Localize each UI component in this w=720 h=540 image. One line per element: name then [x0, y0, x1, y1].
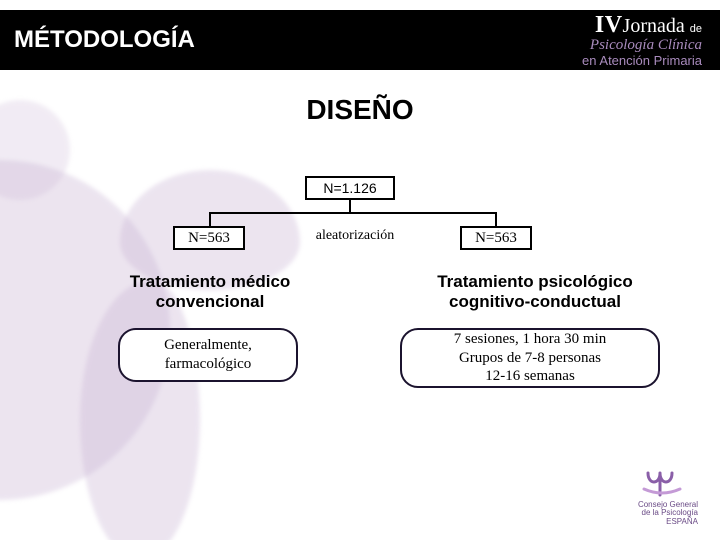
right-bubble-l3: 12-16 semanas [485, 367, 575, 386]
left-arm-title-l1: Tratamiento médico [130, 272, 291, 291]
node-randomization: aleatorización [300, 228, 410, 244]
left-bubble-l2: farmacológico [165, 355, 252, 374]
content-area: DISEÑO N=1.126 N=563 aleatorización N=56… [0, 80, 720, 500]
left-arm-title: Tratamiento médico convencional [95, 272, 325, 313]
node-left-n: N=563 [173, 226, 245, 250]
event-logo-line1: IVJornada de [595, 13, 702, 38]
psi-icon [638, 467, 686, 499]
slide-root: MÉTODOLOGÍA IVJornada de Psicología Clín… [0, 0, 720, 540]
right-bubble: 7 sesiones, 1 hora 30 min Grupos de 7-8 … [400, 328, 660, 388]
left-arm-title-l2: convencional [156, 292, 265, 311]
section-title: DISEÑO [0, 94, 720, 126]
footer-logo: Consejo General de la Psicología ESPAÑA [638, 467, 698, 526]
right-arm-title-l1: Tratamiento psicológico [437, 272, 633, 291]
left-bubble-l1: Generalmente, [164, 336, 252, 355]
header-title: MÉTODOLOGÍA [14, 26, 195, 54]
connector-line [209, 212, 211, 226]
connector-line [209, 212, 497, 214]
node-right-n: N=563 [460, 226, 532, 250]
header-bar: MÉTODOLOGÍA IVJornada de Psicología Clín… [0, 10, 720, 70]
right-arm-title-l2: cognitivo-conductual [449, 292, 621, 311]
connector-line [495, 212, 497, 226]
event-logo-line2: Psicología Clínica [590, 38, 702, 54]
right-bubble-l1: 7 sesiones, 1 hora 30 min [454, 330, 606, 349]
left-bubble: Generalmente, farmacológico [118, 328, 298, 382]
footer-logo-text: Consejo General de la Psicología ESPAÑA [638, 501, 698, 526]
right-bubble-l2: Grupos de 7-8 personas [459, 349, 601, 368]
event-logo-line3: en Atención Primaria [582, 54, 702, 68]
node-top-n: N=1.126 [305, 176, 395, 200]
event-logo: IVJornada de Psicología Clínica en Atenc… [582, 13, 702, 68]
right-arm-title: Tratamiento psicológico cognitivo-conduc… [395, 272, 675, 313]
